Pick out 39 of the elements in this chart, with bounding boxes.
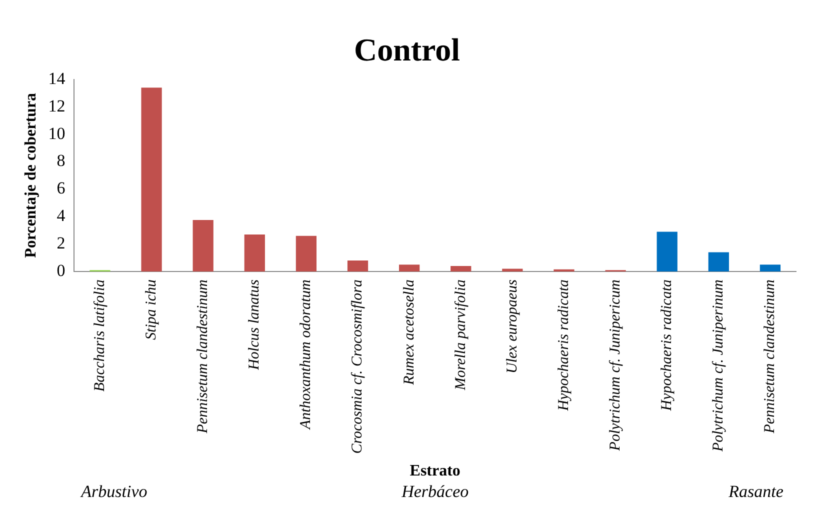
y-tick-label: 12 <box>48 96 66 116</box>
text: Rasante <box>728 482 784 501</box>
x-tick-label: Hypochaeris radicata <box>659 279 676 412</box>
x-tick-label: Hypochaeris radicata <box>556 279 572 412</box>
x-tick-label: Polytrichum cf. Juniperinum <box>710 279 727 453</box>
text: Arbustivo <box>80 482 148 501</box>
bar <box>296 236 317 272</box>
y-tick-label: 14 <box>48 68 66 88</box>
y-axis-title: Porcentaje de cobertura <box>22 92 40 258</box>
bar <box>347 260 368 272</box>
bar <box>244 234 265 272</box>
bar <box>399 264 420 272</box>
x-tick-label: Morella parvifolia <box>452 279 469 392</box>
y-tick-label: 2 <box>56 234 66 253</box>
x-tick-label: Pennisetum clandestinum <box>195 279 212 434</box>
bar <box>141 88 162 272</box>
bar <box>656 232 678 272</box>
x-tick-label: Crocosmia cf. Crocosmiflora <box>350 279 366 454</box>
chart-title: Control <box>354 31 460 68</box>
x-tick-label: Holcus lanatus <box>246 279 263 371</box>
bar <box>760 264 781 272</box>
x-tick-label: Pennisetum clandestinum <box>762 279 778 434</box>
y-tick-label: 4 <box>56 206 66 226</box>
x-tick-label: Stipa ichu <box>143 279 160 340</box>
x-tick-label: Ulex europaeus <box>504 279 520 374</box>
y-tick-label: 0 <box>56 260 66 280</box>
x-axis-title: Estrato <box>410 462 460 480</box>
bar <box>708 252 729 272</box>
x-tick-label: Polytrichum cf. Junipericum <box>607 279 624 452</box>
x-tick-label: Baccharis latifolia <box>92 279 108 392</box>
y-tick-label: 8 <box>56 151 66 170</box>
bar <box>450 266 472 272</box>
bar <box>502 268 523 272</box>
y-tick-label: 10 <box>48 124 66 143</box>
bar <box>192 220 214 272</box>
y-tick-label: 6 <box>56 178 66 198</box>
text: Herbáceo <box>400 482 469 501</box>
x-tick-label: Anthoxanthum odoratum <box>298 279 314 430</box>
x-tick-label: Rumex acetosella <box>401 279 418 386</box>
